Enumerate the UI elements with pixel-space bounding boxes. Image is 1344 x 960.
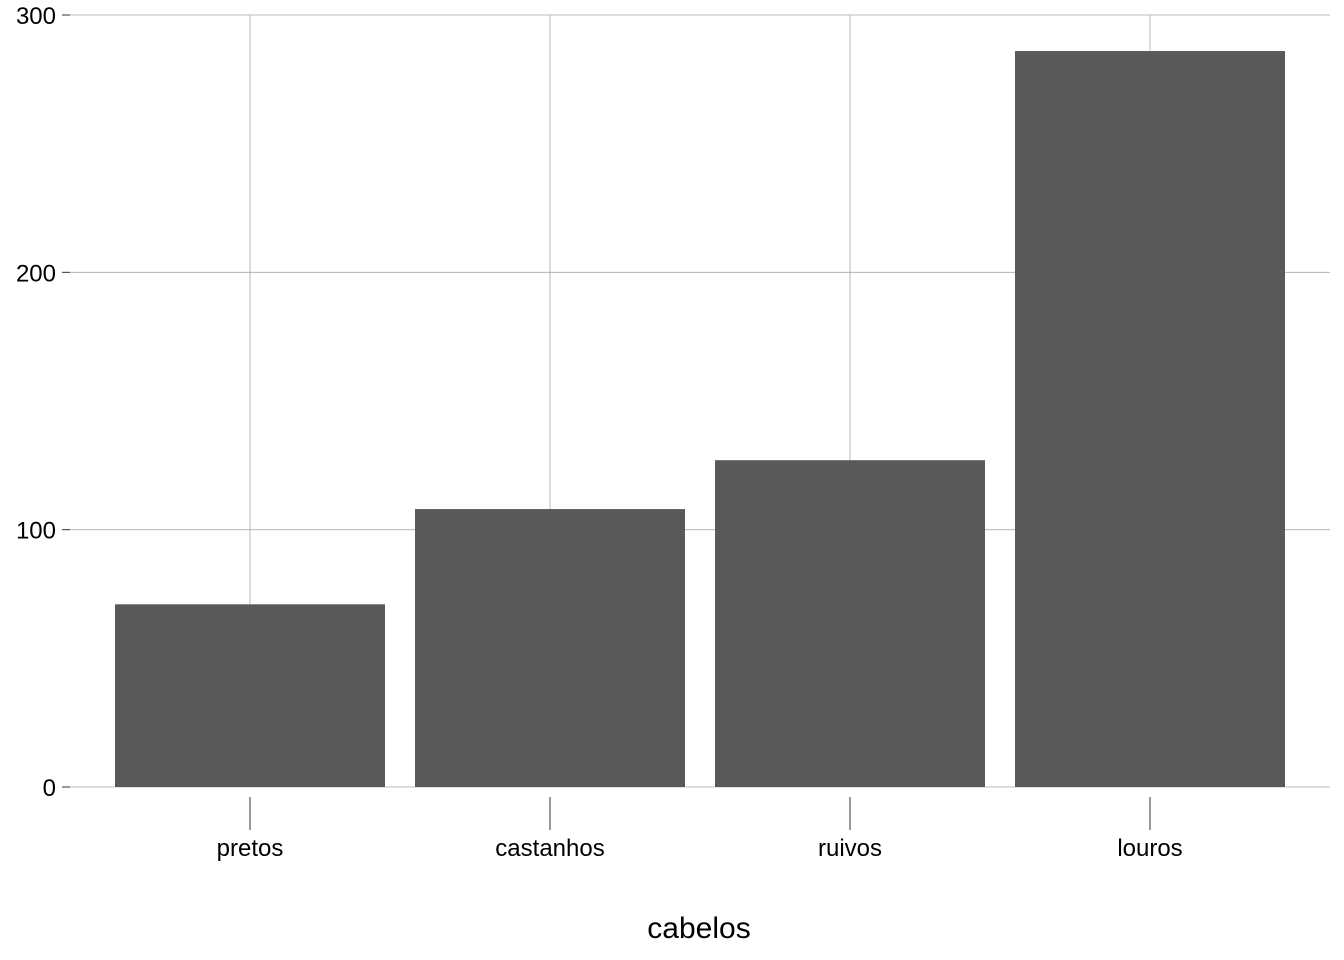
x-tick-label-ruivos: ruivos: [818, 835, 882, 862]
bar-louros: [1015, 51, 1285, 787]
y-tick-label: 200: [16, 260, 56, 287]
bar-castanhos: [415, 509, 685, 787]
bar-ruivos: [715, 460, 985, 787]
axis-layer: 0 100 200 300 pretos castanhos ruivos louros: [16, 3, 1183, 862]
x-axis-title: cabelos: [647, 912, 750, 945]
x-tick-label-louros: louros: [1117, 835, 1182, 862]
x-tick-label-castanhos: castanhos: [495, 835, 604, 862]
bars-layer: [115, 51, 1285, 787]
x-tick-label-pretos: pretos: [217, 835, 284, 862]
y-tick-label: 0: [43, 775, 56, 802]
y-tick-label: 100: [16, 518, 56, 545]
y-tick-label: 300: [16, 3, 56, 30]
bar-pretos: [115, 604, 385, 787]
